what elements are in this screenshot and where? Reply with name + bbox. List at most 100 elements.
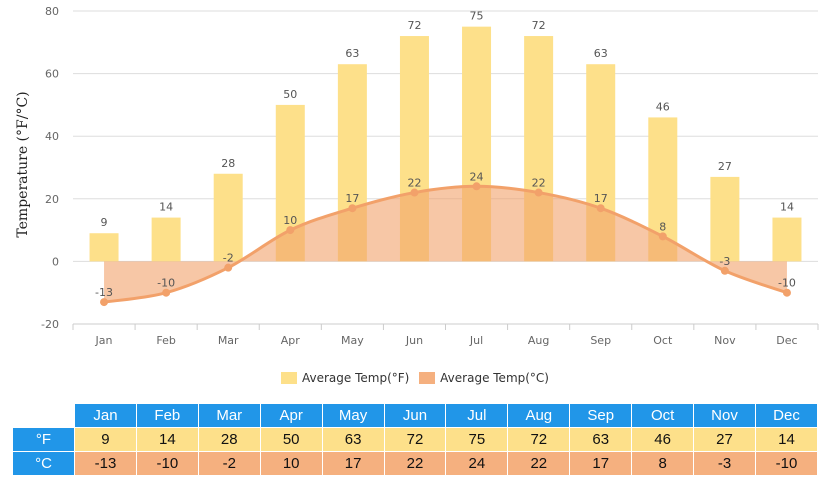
legend-item-fahrenheit[interactable]: Average Temp(°F) (281, 371, 409, 385)
x-tick-label: Aug (528, 334, 549, 347)
table-cell: 24 (445, 451, 509, 476)
table-cell: 72 (507, 427, 571, 452)
x-tick-label: Apr (281, 334, 301, 347)
table-header-cell: May (321, 403, 385, 428)
table-cell: 10 (259, 451, 323, 476)
table-row-celsius: °C -13 -10 -2 10 17 22 24 22 17 8 -3 -10 (12, 451, 819, 476)
table-header-cell: Dec (754, 403, 819, 428)
x-tick-label: Dec (776, 334, 797, 347)
legend-swatch-fahrenheit (281, 372, 297, 384)
table-header-cell: Aug (507, 403, 571, 428)
y-axis-label: Temperature (°F/°C) (15, 91, 31, 237)
data-label-celsius: 17 (594, 192, 608, 205)
table-cell: 50 (259, 427, 323, 452)
data-label-fahrenheit: 63 (594, 47, 608, 60)
data-label-celsius: 8 (659, 220, 666, 233)
data-label-fahrenheit: 28 (221, 157, 235, 170)
table-cell: 8 (631, 451, 695, 476)
point-celsius (162, 288, 171, 297)
data-label-fahrenheit: 72 (407, 19, 421, 32)
table-cell: 28 (197, 427, 261, 452)
table-cell: 46 (631, 427, 695, 452)
table-header-cell: Apr (259, 403, 323, 428)
x-tick-label: Oct (653, 334, 673, 347)
table-row-label: °C (12, 451, 75, 476)
point-celsius (286, 226, 295, 235)
table-cell: -10 (135, 451, 199, 476)
point-celsius (534, 188, 543, 197)
x-tick-label: May (341, 334, 364, 347)
legend-item-celsius[interactable]: Average Temp(°C) (419, 371, 549, 385)
table-cell: 75 (445, 427, 509, 452)
y-tick-label: 80 (45, 5, 59, 18)
y-tick-label: 0 (52, 255, 59, 268)
temperature-chart: -20 0 20 40 60 80 Jan Feb Mar Apr May Jun Jul Aug Sep O… (15, 5, 819, 347)
y-tick-label: 20 (45, 193, 59, 206)
table-header-cell: Jan (74, 403, 137, 428)
data-label-fahrenheit: 46 (656, 100, 670, 113)
table-cell: -13 (74, 451, 137, 476)
legend-swatch-celsius (419, 372, 436, 384)
table-cell: 14 (754, 427, 819, 452)
legend-label-celsius: Average Temp(°C) (440, 371, 549, 385)
table-cell: 17 (321, 451, 385, 476)
data-label-celsius: -10 (157, 277, 175, 290)
table-header-cell: Jul (445, 403, 509, 428)
table-cell: -2 (197, 451, 261, 476)
point-celsius (782, 288, 791, 297)
table-cell: 22 (507, 451, 571, 476)
x-tick-label: Sep (590, 334, 611, 347)
data-label-celsius: 22 (532, 177, 546, 190)
point-celsius (100, 298, 109, 307)
data-label-fahrenheit: 14 (780, 201, 794, 214)
table-row-fahrenheit: °F 9 14 28 50 63 72 75 72 63 46 27 14 (12, 427, 819, 452)
point-celsius (348, 204, 357, 213)
data-label-fahrenheit: 14 (159, 201, 173, 214)
table-header-cell: Feb (135, 403, 199, 428)
temperature-table: Jan Feb Mar Apr May Jun Jul Aug Sep Oct … (12, 403, 819, 476)
data-label-fahrenheit: 50 (283, 88, 297, 101)
legend-label-fahrenheit: Average Temp(°F) (302, 371, 410, 385)
data-label-fahrenheit: 75 (470, 10, 484, 23)
table-header-cell: Mar (197, 403, 261, 428)
table-cell: 72 (383, 427, 447, 452)
data-label-celsius: -3 (719, 255, 730, 268)
table-header-cell: Nov (693, 403, 756, 428)
table-cell: 63 (321, 427, 385, 452)
point-celsius (658, 232, 667, 241)
table-cell: 9 (74, 427, 137, 452)
data-label-celsius: 22 (407, 177, 421, 190)
point-celsius (472, 182, 481, 191)
table-header-cell: Oct (631, 403, 695, 428)
x-tick-label: Mar (218, 334, 239, 347)
area-celsius (104, 186, 787, 303)
y-tick-label: 60 (45, 68, 59, 81)
table-cell: -3 (693, 451, 756, 476)
x-tick-label: Nov (714, 334, 736, 347)
x-tick-label: Feb (156, 334, 175, 347)
data-label-celsius: 17 (345, 192, 359, 205)
table-cell: -10 (754, 451, 819, 476)
data-label-fahrenheit: 72 (532, 19, 546, 32)
x-tick-label: Jun (405, 334, 423, 347)
table-cell: 22 (383, 451, 447, 476)
table-corner-cell (12, 403, 75, 428)
data-label-celsius: 10 (283, 214, 297, 227)
y-tick-label: -20 (41, 318, 59, 331)
bar-fahrenheit (89, 233, 119, 262)
point-celsius (720, 266, 729, 275)
data-label-fahrenheit: 63 (345, 47, 359, 60)
data-label-celsius: 24 (470, 170, 484, 183)
table-cell: 63 (569, 427, 633, 452)
table-header-cell: Jun (383, 403, 447, 428)
bar-fahrenheit (213, 173, 243, 262)
table-cell: 27 (693, 427, 756, 452)
table-header-cell: Sep (569, 403, 633, 428)
data-label-fahrenheit: 27 (718, 160, 732, 173)
y-tick-label: 40 (45, 130, 59, 143)
data-label-celsius: -13 (95, 286, 113, 299)
bar-fahrenheit (772, 217, 802, 262)
bar-fahrenheit (151, 217, 181, 262)
point-celsius (410, 188, 419, 197)
point-celsius (596, 204, 605, 213)
